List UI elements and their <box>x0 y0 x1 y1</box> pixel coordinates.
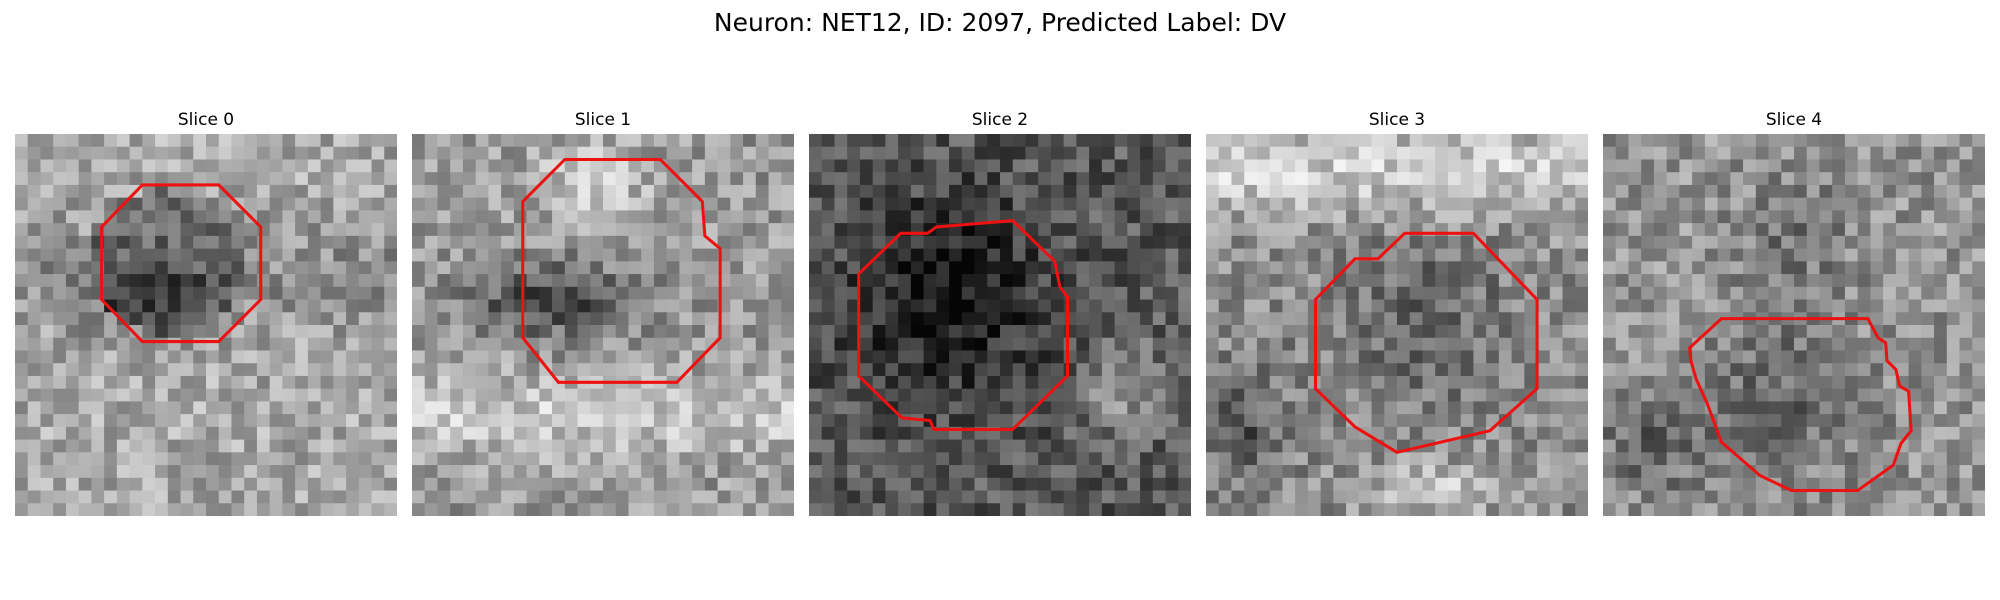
slice-image <box>809 134 1191 516</box>
slice-panel-1: Slice 1 <box>412 108 794 516</box>
roi-contour <box>1687 317 1913 493</box>
figure-title: Neuron: NET12, ID: 2097, Predicted Label… <box>713 8 1287 37</box>
slice-title: Slice 3 <box>1368 110 1426 130</box>
slice-image <box>15 134 397 516</box>
slice-panel-2: Slice 2 <box>809 108 1191 516</box>
slice-panel-3: Slice 3 <box>1206 108 1588 516</box>
slice-image <box>412 134 794 516</box>
slice-title: Slice 4 <box>1765 110 1823 130</box>
slice-image <box>1206 134 1588 516</box>
roi-contour <box>521 157 722 384</box>
slice-panel-4: Slice 4 <box>1603 108 1985 516</box>
roi-contour <box>100 183 263 344</box>
slice-title: Slice 0 <box>177 110 235 130</box>
roi-contour <box>857 219 1070 431</box>
slice-panel-0: Slice 0 <box>15 108 397 516</box>
slice-image <box>1603 134 1985 516</box>
slice-title: Slice 1 <box>574 110 632 130</box>
roi-contour <box>1313 231 1539 454</box>
slice-title: Slice 2 <box>971 110 1029 130</box>
